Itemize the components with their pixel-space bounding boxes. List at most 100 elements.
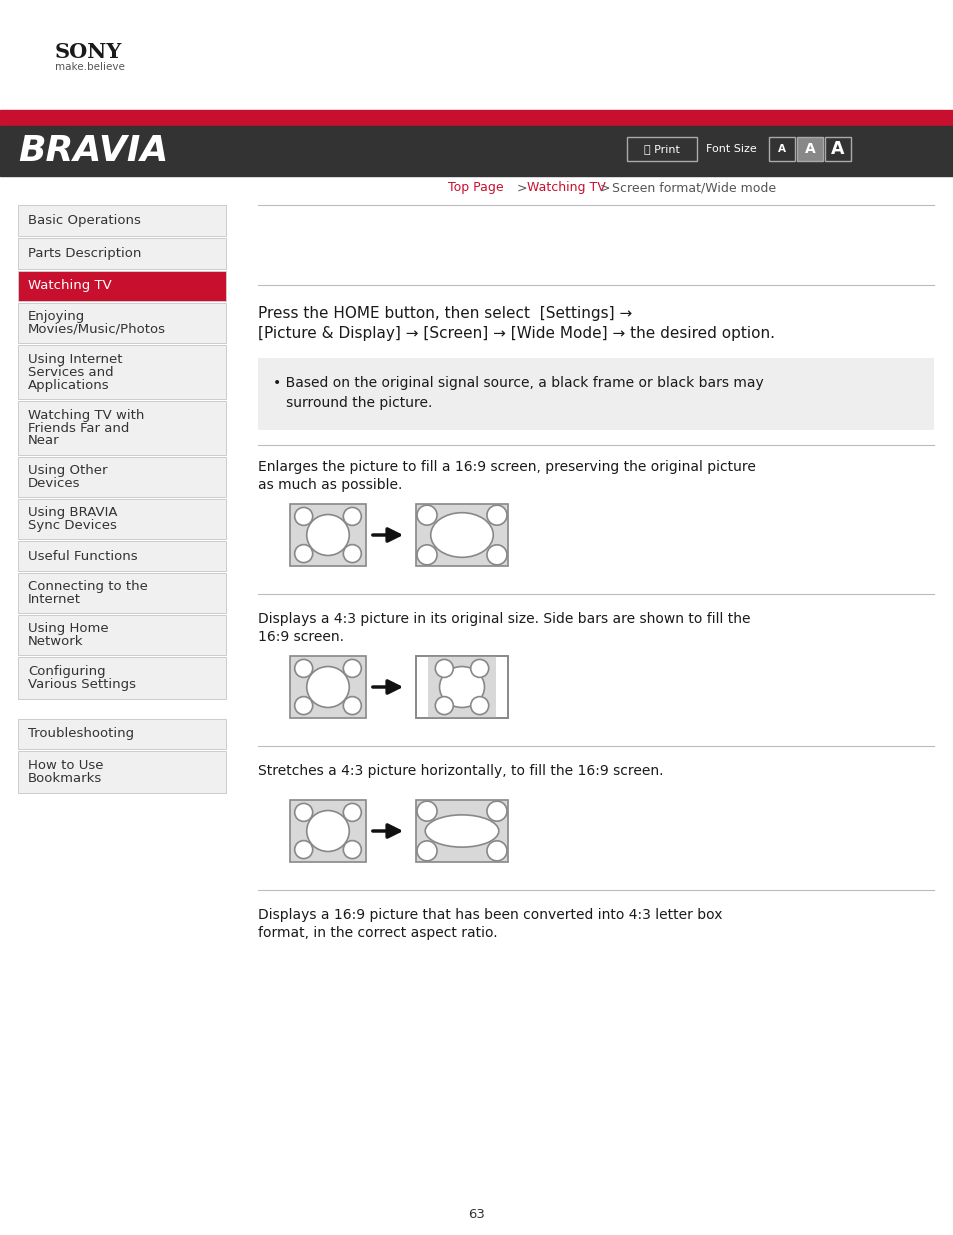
Ellipse shape: [486, 505, 506, 525]
Text: A: A: [830, 140, 843, 158]
Ellipse shape: [307, 810, 349, 851]
FancyBboxPatch shape: [768, 137, 794, 161]
Text: as much as possible.: as much as possible.: [257, 478, 402, 492]
Text: Top Page: Top Page: [448, 182, 503, 194]
Text: Using BRAVIA: Using BRAVIA: [28, 506, 117, 519]
FancyBboxPatch shape: [824, 137, 850, 161]
Text: Watching TV: Watching TV: [28, 279, 112, 293]
Text: A: A: [803, 142, 815, 156]
Ellipse shape: [307, 515, 349, 556]
Bar: [416, 656, 507, 718]
Text: Using Internet: Using Internet: [28, 352, 122, 366]
Bar: [18, 238, 226, 269]
Bar: [0, 126, 953, 177]
Ellipse shape: [307, 667, 349, 708]
Text: Bookmarks: Bookmarks: [28, 772, 102, 785]
Ellipse shape: [294, 697, 313, 715]
Text: Stretches a 4:3 picture horizontally, to fill the 16:9 screen.: Stretches a 4:3 picture horizontally, to…: [257, 764, 662, 778]
Ellipse shape: [416, 545, 436, 564]
Text: Sync Devices: Sync Devices: [28, 519, 117, 532]
Ellipse shape: [430, 513, 493, 557]
Bar: [428, 656, 496, 718]
Text: Watching TV with: Watching TV with: [28, 409, 144, 421]
FancyBboxPatch shape: [626, 137, 697, 161]
Text: Enlarges the picture to fill a 16:9 screen, preserving the original picture: Enlarges the picture to fill a 16:9 scre…: [257, 459, 755, 474]
Text: Displays a 4:3 picture in its original size. Side bars are shown to fill the: Displays a 4:3 picture in its original s…: [257, 613, 750, 626]
Bar: [18, 345, 226, 399]
Text: >: >: [517, 182, 527, 194]
Text: surround the picture.: surround the picture.: [273, 396, 432, 410]
Ellipse shape: [435, 659, 453, 678]
Text: Various Settings: Various Settings: [28, 678, 136, 692]
Bar: [18, 457, 226, 496]
FancyBboxPatch shape: [796, 137, 822, 161]
Text: Press the HOME button, then select  [Settings] →: Press the HOME button, then select [Sett…: [257, 306, 641, 321]
Ellipse shape: [343, 697, 361, 715]
Bar: [18, 401, 226, 454]
Text: [Picture & Display] → [Screen] → [Wide Mode] → the desired option.: [Picture & Display] → [Screen] → [Wide M…: [257, 326, 774, 341]
Text: A: A: [778, 144, 785, 154]
Text: How to Use: How to Use: [28, 760, 103, 772]
Ellipse shape: [486, 841, 506, 861]
Ellipse shape: [343, 841, 361, 858]
Ellipse shape: [439, 667, 484, 708]
Text: Applications: Applications: [28, 378, 110, 391]
Bar: [18, 303, 226, 343]
Text: SONY: SONY: [55, 42, 122, 62]
Text: Troubleshooting: Troubleshooting: [28, 727, 134, 741]
Text: Using Other: Using Other: [28, 464, 108, 477]
Bar: [18, 270, 226, 301]
Ellipse shape: [416, 802, 436, 821]
Ellipse shape: [294, 508, 313, 525]
Text: Near: Near: [28, 435, 59, 447]
Ellipse shape: [294, 804, 313, 821]
Bar: [18, 615, 226, 655]
Ellipse shape: [486, 802, 506, 821]
Ellipse shape: [416, 505, 436, 525]
Bar: [18, 205, 226, 236]
Ellipse shape: [343, 508, 361, 525]
Bar: [18, 657, 226, 699]
Text: Movies/Music/Photos: Movies/Music/Photos: [28, 324, 166, 336]
Bar: [290, 800, 366, 862]
Text: Screen format/Wide mode: Screen format/Wide mode: [612, 182, 776, 194]
Bar: [257, 358, 933, 430]
Text: Services and: Services and: [28, 366, 113, 378]
Text: >: >: [599, 182, 610, 194]
Ellipse shape: [343, 659, 361, 678]
Text: Parts Description: Parts Description: [28, 247, 141, 261]
Text: format, in the correct aspect ratio.: format, in the correct aspect ratio.: [257, 926, 497, 940]
Text: Configuring: Configuring: [28, 664, 106, 678]
Text: Connecting to the: Connecting to the: [28, 580, 148, 593]
Text: Displays a 16:9 picture that has been converted into 4:3 letter box: Displays a 16:9 picture that has been co…: [257, 908, 721, 923]
Text: Internet: Internet: [28, 593, 81, 606]
Bar: [18, 541, 226, 571]
Text: Using Home: Using Home: [28, 622, 109, 635]
Text: Devices: Devices: [28, 477, 80, 490]
Text: make.believe: make.believe: [55, 62, 125, 72]
Text: Useful Functions: Useful Functions: [28, 550, 137, 562]
Bar: [290, 504, 366, 566]
Ellipse shape: [294, 659, 313, 678]
Bar: [0, 110, 953, 126]
Ellipse shape: [470, 659, 488, 678]
Bar: [18, 719, 226, 748]
Text: 🖨 Print: 🖨 Print: [643, 144, 679, 154]
Text: 16:9 screen.: 16:9 screen.: [257, 630, 344, 643]
Ellipse shape: [435, 697, 453, 715]
Bar: [18, 751, 226, 793]
Bar: [416, 800, 507, 862]
Bar: [18, 499, 226, 538]
Ellipse shape: [343, 545, 361, 563]
Ellipse shape: [343, 804, 361, 821]
Text: BRAVIA: BRAVIA: [18, 135, 168, 168]
Ellipse shape: [416, 841, 436, 861]
Text: Network: Network: [28, 635, 84, 648]
Bar: [18, 573, 226, 613]
Bar: [416, 504, 507, 566]
Text: Font Size: Font Size: [705, 144, 756, 154]
Bar: [290, 656, 366, 718]
Bar: [416, 656, 507, 718]
Ellipse shape: [470, 697, 488, 715]
Ellipse shape: [294, 841, 313, 858]
